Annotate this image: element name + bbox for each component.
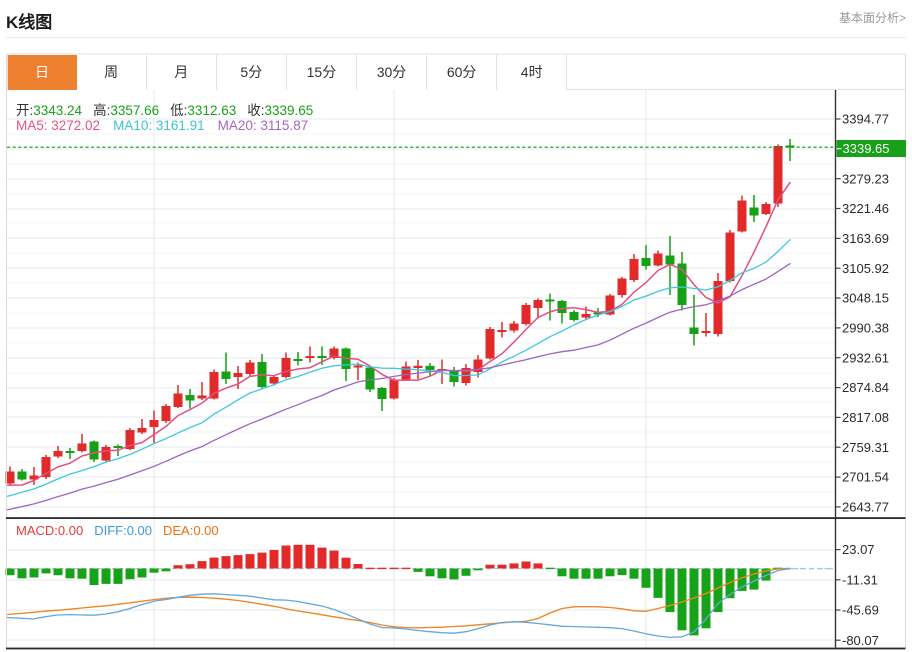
svg-text:3221.46: 3221.46: [842, 201, 889, 216]
svg-text:2701.54: 2701.54: [842, 470, 889, 485]
svg-text:3339.65: 3339.65: [843, 141, 890, 156]
svg-text:23.07: 23.07: [842, 542, 875, 557]
svg-text:-11.31: -11.31: [842, 572, 878, 587]
svg-text:3279.23: 3279.23: [842, 171, 889, 186]
svg-text:2990.38: 2990.38: [842, 321, 889, 336]
svg-text:-80.07: -80.07: [842, 633, 879, 648]
svg-text:-45.69: -45.69: [842, 603, 879, 618]
svg-text:3048.15: 3048.15: [842, 291, 889, 306]
svg-text:2932.61: 2932.61: [842, 350, 889, 365]
svg-text:3105.92: 3105.92: [842, 261, 889, 276]
svg-text:2874.84: 2874.84: [842, 380, 889, 395]
svg-text:2759.31: 2759.31: [842, 440, 889, 455]
svg-text:3394.77: 3394.77: [842, 112, 889, 127]
svg-text:3163.69: 3163.69: [842, 231, 889, 246]
svg-text:2817.08: 2817.08: [842, 410, 889, 425]
svg-text:2643.77: 2643.77: [842, 500, 889, 515]
